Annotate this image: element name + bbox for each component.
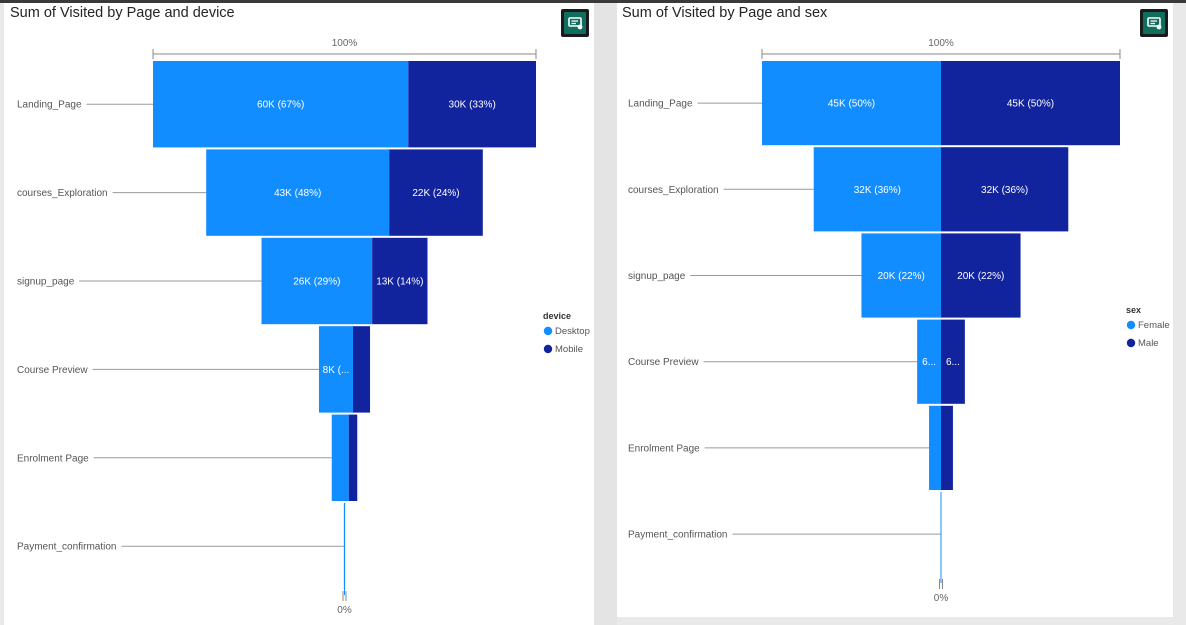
- funnel-chart: 100% Landing_Page 45K (50%) 45K (50%) course…: [628, 38, 1170, 604]
- bar-desktop: [331, 414, 349, 501]
- category-label: Enrolment Page: [17, 453, 89, 464]
- legend-title: device: [543, 311, 571, 321]
- chart-title: Sum of Visited by Page and device: [10, 5, 235, 21]
- legend-swatch-desktop: [543, 326, 553, 336]
- bar-label: 13K (14%): [376, 277, 423, 288]
- bar-label: 30K (33%): [449, 100, 496, 111]
- bar-female: [861, 233, 941, 318]
- legend-title: sex: [1126, 305, 1141, 315]
- bar-male: [941, 61, 1120, 146]
- legend-swatch-female: [1126, 320, 1136, 330]
- top-axis-label: 100%: [332, 38, 358, 49]
- comment-chart-icon[interactable]: [561, 9, 589, 37]
- bar-label: 8K (...: [323, 365, 350, 376]
- category-label: Payment_confirmation: [17, 542, 117, 553]
- bar-male: [941, 405, 953, 490]
- bar-mobile: [389, 149, 483, 236]
- category-label: Course Preview: [17, 365, 88, 376]
- category-label: courses_Exploration: [628, 185, 719, 196]
- bar-male: [941, 319, 965, 404]
- category-label: signup_page: [17, 277, 75, 288]
- bar-label: 32K (36%): [854, 185, 901, 196]
- category-label: Payment_confirmation: [628, 530, 728, 541]
- category-label: signup_page: [628, 271, 686, 282]
- legend-item-desktop: Desktop: [555, 326, 590, 337]
- comment-chart-icon[interactable]: [1140, 9, 1168, 37]
- bar-label: 20K (22%): [878, 271, 925, 282]
- bar-label: 6...: [946, 357, 960, 368]
- bar-female: [929, 405, 941, 490]
- panel-gap: [594, 3, 617, 625]
- bar-mobile: [408, 61, 536, 148]
- legend-swatch-mobile: [543, 344, 553, 354]
- bar-male: [941, 233, 1021, 318]
- bar-label: 45K (50%): [1007, 99, 1054, 110]
- legend-item-female: Female: [1138, 320, 1170, 331]
- funnel-visual-device[interactable]: Sum of Visited by Page and device 100% La…: [4, 3, 594, 625]
- top-border: [0, 0, 1186, 3]
- bar-label: 26K (29%): [293, 277, 340, 288]
- bar-desktop: [153, 61, 409, 148]
- chart-title: Sum of Visited by Page and sex: [622, 5, 828, 21]
- bar-label: 32K (36%): [981, 185, 1028, 196]
- top-axis-label: 100%: [928, 38, 954, 49]
- bar-desktop: [261, 237, 373, 325]
- bar-mobile: [353, 326, 371, 413]
- category-label: Landing_Page: [628, 99, 693, 110]
- bar-female: [762, 61, 941, 146]
- bar-mobile: [348, 414, 358, 501]
- bottom-axis-label: 0%: [337, 605, 352, 616]
- bar-desktop: [318, 326, 354, 413]
- funnel-visual-sex[interactable]: Sum of Visited by Page and sex 100% Landi…: [617, 3, 1173, 617]
- bar-label: 20K (22%): [957, 271, 1004, 282]
- bar-label: 43K (48%): [274, 188, 321, 199]
- bar-desktop: [206, 149, 390, 236]
- legend-item-male: Male: [1138, 338, 1159, 349]
- funnel-chart: 100% Landing_Page 60K (67%) 30K (33%) course…: [17, 38, 590, 616]
- bar-female: [917, 319, 941, 404]
- bar-mobile: [372, 237, 428, 325]
- category-label: Enrolment Page: [628, 443, 700, 454]
- category-label: Landing_Page: [17, 100, 82, 111]
- bar-label: 6...: [922, 357, 936, 368]
- category-label: courses_Exploration: [17, 188, 108, 199]
- legend-swatch-male: [1126, 338, 1136, 348]
- bar-label: 22K (24%): [412, 188, 459, 199]
- category-label: Course Preview: [628, 357, 699, 368]
- bar-label: 45K (50%): [828, 99, 875, 110]
- bar-female: [813, 147, 941, 232]
- bar-label: 60K (67%): [257, 100, 304, 111]
- bar-male: [941, 147, 1069, 232]
- legend-item-mobile: Mobile: [555, 344, 583, 355]
- bottom-axis-label: 0%: [934, 593, 949, 604]
